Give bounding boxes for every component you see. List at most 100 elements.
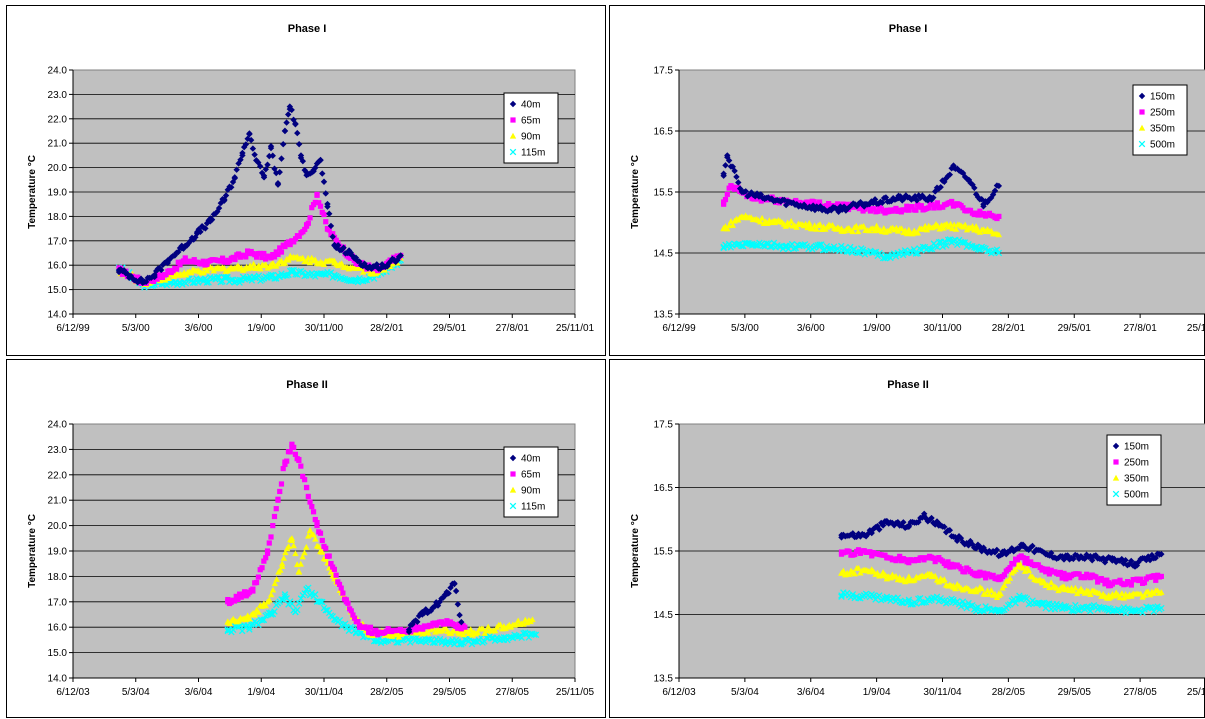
data-point	[222, 273, 230, 281]
data-point	[310, 257, 317, 263]
y-axis-label: Temperature °C	[27, 155, 38, 229]
data-point	[324, 226, 331, 232]
data-point	[855, 594, 862, 602]
data-point	[316, 200, 322, 206]
x-tick-label: 25/11/05	[1187, 687, 1205, 698]
data-point	[973, 210, 979, 216]
data-point	[460, 631, 467, 638]
data-point	[319, 170, 326, 177]
x-tick-label: 5/3/00	[731, 323, 759, 334]
data-point	[292, 608, 299, 616]
data-point	[405, 626, 413, 633]
data-point	[904, 203, 910, 209]
data-point	[838, 531, 845, 539]
data-point	[251, 611, 259, 618]
data-point	[305, 493, 311, 500]
data-point	[280, 465, 286, 472]
chart-panel-phase1-deep: Phase I 13.5 14.5 15.5 16.5 17.5 6/12/99 5/3/00…	[609, 5, 1205, 356]
x-tick-label: 29/5/01	[1058, 323, 1092, 334]
data-point	[902, 207, 908, 213]
data-point	[257, 163, 264, 170]
data-point	[977, 569, 983, 575]
y-tick-label: 24.0	[48, 66, 68, 77]
data-point	[1012, 566, 1019, 573]
data-point	[758, 214, 766, 221]
data-point	[250, 586, 256, 592]
data-point	[806, 222, 813, 229]
data-point	[177, 262, 183, 268]
data-point	[331, 616, 338, 623]
x-tick-label: 3/6/00	[797, 323, 825, 334]
data-point	[1158, 604, 1165, 612]
data-point	[720, 244, 727, 252]
y-tick-label: 16.5	[654, 483, 674, 494]
data-point	[300, 473, 306, 479]
data-point	[203, 266, 211, 273]
data-point	[350, 612, 356, 618]
data-point	[462, 624, 468, 630]
data-point	[173, 266, 180, 272]
x-tick-label: 6/12/99	[662, 323, 696, 334]
data-point	[454, 601, 462, 608]
data-point	[262, 602, 269, 609]
data-point	[783, 243, 790, 251]
data-point	[860, 566, 868, 573]
data-point	[383, 628, 390, 634]
data-point	[883, 595, 891, 602]
data-point	[949, 198, 955, 205]
data-point	[873, 225, 880, 232]
data-point	[928, 595, 935, 602]
data-point	[868, 198, 875, 205]
data-point	[342, 620, 349, 627]
data-point	[1044, 600, 1051, 608]
data-point	[235, 251, 242, 257]
chart-panel-phase2-deep: Phase II 13.5 14.5 15.5 16.5 17.5 6/12/03 5/3/0…	[609, 359, 1205, 718]
data-point	[911, 576, 918, 583]
data-point	[196, 276, 204, 283]
data-point	[1111, 607, 1118, 614]
data-point	[884, 207, 890, 213]
data-point	[356, 624, 363, 630]
data-point	[213, 273, 221, 281]
legend-label: 65m	[521, 470, 540, 481]
data-point	[317, 157, 324, 164]
data-point	[893, 205, 899, 212]
series-150m	[720, 152, 1003, 215]
legend-label: 40m	[521, 100, 540, 111]
data-point	[307, 215, 313, 221]
data-point	[303, 223, 310, 229]
data-point	[757, 218, 764, 225]
data-point	[961, 221, 969, 228]
data-point	[939, 243, 947, 251]
data-point	[995, 592, 1003, 599]
data-point	[855, 564, 862, 571]
data-point	[405, 635, 412, 643]
data-point	[331, 259, 338, 266]
data-point	[844, 201, 850, 207]
data-point	[246, 615, 253, 622]
data-point	[1146, 591, 1154, 598]
x-tick-label: 28/2/01	[370, 323, 404, 334]
data-point	[249, 145, 257, 152]
legend-label: 250m	[1124, 458, 1149, 469]
data-point	[1076, 571, 1082, 577]
data-point	[320, 178, 328, 185]
data-point	[787, 217, 795, 224]
legend-label: 40m	[521, 454, 540, 465]
data-point	[947, 220, 954, 227]
chart-svg: Phase II 13.5 14.5 15.5 16.5 17.5 6/12/03 5/3/0…	[630, 379, 1205, 698]
data-point	[781, 243, 789, 250]
data-point	[1112, 490, 1120, 498]
data-point	[182, 280, 190, 287]
data-point	[748, 240, 756, 248]
data-point	[340, 244, 347, 251]
data-point	[235, 596, 241, 602]
data-point	[246, 623, 253, 631]
data-point	[355, 618, 361, 625]
data-point	[264, 598, 271, 605]
data-point	[204, 260, 210, 266]
data-point	[965, 599, 972, 607]
data-point	[419, 611, 426, 618]
data-point	[960, 205, 966, 211]
data-point	[327, 222, 335, 230]
